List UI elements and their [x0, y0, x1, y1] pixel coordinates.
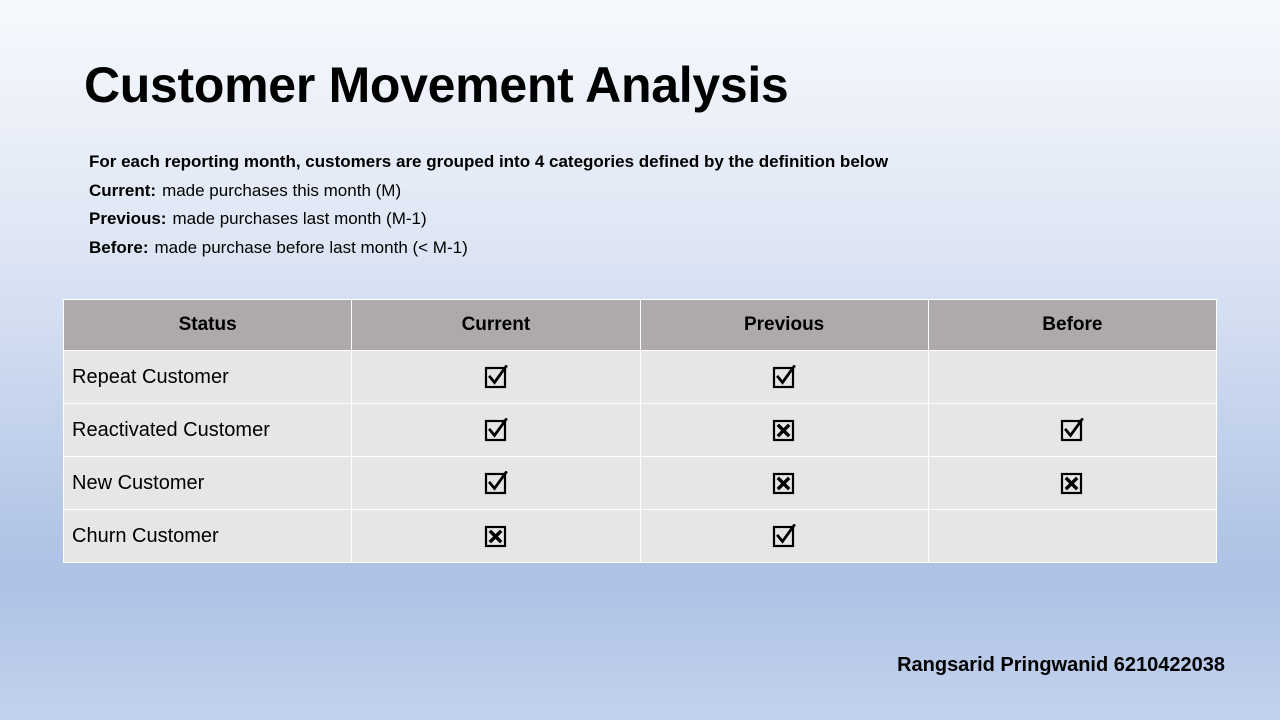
- crossed-box-icon: [484, 525, 506, 548]
- definition-before: Before: made purchase before last month (…: [89, 234, 888, 263]
- checked-box-icon: [773, 524, 797, 548]
- author-credit: Rangsarid Pringwanid 6210422038: [897, 654, 1225, 676]
- cell-before: [927, 509, 1218, 563]
- slide-title: Customer Movement Analysis: [84, 57, 789, 113]
- checked-box-icon: [484, 471, 508, 495]
- row-label: Reactivated Customer: [62, 403, 353, 457]
- definitions-block: For each reporting month, customers are …: [89, 148, 888, 262]
- table-header-row: Status Current Previous Before: [62, 299, 1218, 351]
- checked-box-icon: [773, 365, 797, 389]
- row-label: New Customer: [62, 456, 353, 510]
- table-row: Repeat Customer: [62, 350, 1218, 404]
- definition-previous: Previous: made purchases last month (M-1): [89, 205, 888, 234]
- crossed-box-icon: [773, 472, 795, 495]
- crossed-box-icon: [773, 419, 795, 442]
- cell-before: [927, 403, 1218, 457]
- cell-previous: [639, 509, 929, 563]
- cell-current: [351, 403, 641, 457]
- cell-previous: [639, 403, 929, 457]
- cell-before: [927, 350, 1218, 404]
- definition-text: made purchases last month (M-1): [172, 209, 427, 228]
- definition-term: Before:: [89, 237, 149, 257]
- header-status: Status: [62, 299, 353, 351]
- checked-box-icon: [484, 418, 508, 442]
- header-before: Before: [927, 299, 1218, 351]
- definition-term: Current:: [89, 180, 157, 200]
- crossed-box-icon: [1061, 472, 1083, 495]
- cell-previous: [639, 350, 929, 404]
- cell-current: [351, 350, 641, 404]
- row-label: Churn Customer: [62, 509, 353, 563]
- customer-status-table: Status Current Previous Before Repeat Cu…: [62, 299, 1218, 563]
- row-label: Repeat Customer: [62, 350, 353, 404]
- definition-text: made purchase before last month (< M-1): [154, 237, 468, 257]
- cell-current: [351, 456, 641, 510]
- header-previous: Previous: [639, 299, 929, 351]
- cell-before: [927, 456, 1218, 510]
- table-row: New Customer: [62, 456, 1218, 510]
- definition-text: made purchases this month (M): [162, 180, 402, 200]
- definition-term: Previous:: [89, 209, 167, 228]
- table-row: Reactivated Customer: [62, 403, 1218, 457]
- table-row: Churn Customer: [62, 509, 1218, 563]
- cell-current: [351, 509, 641, 563]
- checked-box-icon: [1061, 418, 1085, 442]
- cell-previous: [639, 456, 929, 510]
- intro-text: For each reporting month, customers are …: [89, 152, 889, 171]
- checked-box-icon: [484, 365, 508, 389]
- definition-current: Current: made purchases this month (M): [89, 177, 888, 206]
- header-current: Current: [351, 299, 641, 351]
